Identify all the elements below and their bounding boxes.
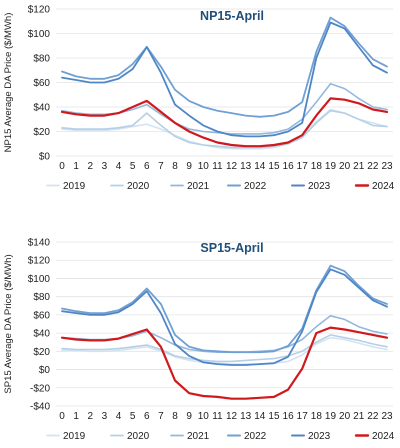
series-line-2024 [60, 326, 389, 400]
x-tick-label: 2 [87, 161, 93, 172]
chart-title: SP15-April [200, 241, 263, 255]
legend-label: 2024 [372, 181, 395, 192]
legend-label: 2023 [308, 181, 331, 192]
y-tick-label: $100 [28, 274, 51, 285]
y-tick-label: $0 [39, 152, 51, 163]
x-tick-label: 1 [73, 411, 79, 422]
x-tick-label: 17 [297, 411, 309, 422]
y-axis-label: NP15 Average DA Price ($/MWh) [3, 13, 14, 153]
legend-label: 2024 [372, 431, 395, 442]
legend-label: 2019 [63, 431, 86, 442]
x-tick-label: 11 [212, 411, 223, 422]
x-tick-label: 7 [158, 411, 164, 422]
x-tick-label: 19 [325, 411, 337, 422]
y-tick-label: -$40 [30, 402, 50, 413]
x-tick-label: 11 [212, 161, 223, 172]
x-tick-label: 23 [381, 411, 393, 422]
legend-label: 2021 [187, 181, 210, 192]
x-tick-label: 21 [353, 161, 365, 172]
series-line-2019 [61, 108, 388, 150]
y-tick-label: $140 [28, 238, 51, 249]
x-tick-label: 18 [311, 411, 323, 422]
y-tick-label: $60 [33, 310, 50, 321]
x-tick-label: 21 [353, 411, 365, 422]
y-tick-label: $100 [28, 29, 51, 40]
x-tick-label: 22 [367, 161, 379, 172]
y-tick-label: $80 [33, 54, 50, 65]
x-tick-label: 5 [130, 411, 136, 422]
y-tick-label: $120 [28, 256, 51, 267]
series-line-2023 [61, 21, 388, 138]
x-tick-label: 1 [73, 161, 79, 172]
series-line-2022 [61, 16, 388, 118]
x-tick-label: 15 [268, 411, 280, 422]
y-tick-label: $20 [33, 127, 50, 138]
x-tick-label: 3 [102, 411, 108, 422]
legend-label: 2022 [244, 181, 267, 192]
y-tick-label: $80 [33, 292, 50, 303]
x-tick-label: 7 [158, 161, 164, 172]
y-tick-label: $120 [28, 5, 51, 16]
x-tick-label: 16 [283, 161, 295, 172]
y-tick-label: $40 [33, 329, 50, 340]
x-tick-label: 15 [268, 161, 280, 172]
x-tick-label: 14 [254, 161, 266, 172]
x-tick-label: 17 [297, 161, 309, 172]
x-tick-label: 8 [172, 161, 178, 172]
series-line-2022 [61, 264, 388, 354]
x-tick-label: 10 [198, 411, 210, 422]
y-tick-label: $60 [33, 78, 50, 89]
x-tick-label: 14 [254, 411, 266, 422]
x-tick-label: 0 [59, 161, 65, 172]
x-tick-label: 9 [186, 161, 192, 172]
y-tick-label: $40 [33, 103, 50, 114]
x-tick-label: 10 [198, 161, 210, 172]
y-axis-label: SP15 Average DA Price ($/MWh) [3, 254, 14, 393]
x-tick-label: 20 [339, 411, 351, 422]
series-line-2024 [60, 97, 389, 148]
x-tick-label: 6 [144, 161, 150, 172]
x-tick-label: 23 [381, 161, 393, 172]
x-tick-label: 0 [59, 411, 65, 422]
x-tick-label: 12 [226, 411, 238, 422]
x-tick-label: 13 [240, 161, 252, 172]
x-tick-label: 16 [283, 411, 295, 422]
x-tick-label: 12 [226, 161, 238, 172]
legend-label: 2020 [127, 431, 150, 442]
x-tick-label: 3 [102, 161, 108, 172]
chart-title: NP15-April [200, 9, 264, 23]
x-tick-label: 6 [144, 411, 150, 422]
legend-label: 2021 [187, 431, 210, 442]
series-line-2023 [61, 268, 388, 366]
series-line-2020 [61, 334, 388, 363]
legend-label: 2022 [244, 431, 267, 442]
legend-label: 2019 [63, 181, 86, 192]
x-tick-label: 8 [172, 411, 178, 422]
x-tick-label: 18 [311, 161, 323, 172]
x-tick-label: 19 [325, 161, 337, 172]
x-tick-label: 13 [240, 411, 252, 422]
x-tick-label: 5 [130, 161, 136, 172]
y-tick-label: $20 [33, 347, 50, 358]
series-line-2021 [61, 315, 388, 353]
legend-label: 2020 [127, 181, 150, 192]
y-tick-label: $0 [39, 365, 51, 376]
series-line-2021 [61, 82, 388, 135]
series-line-2020 [61, 109, 388, 149]
legend-label: 2023 [308, 431, 331, 442]
x-tick-label: 4 [116, 161, 122, 172]
x-tick-label: 2 [87, 411, 93, 422]
x-tick-label: 20 [339, 161, 351, 172]
x-tick-label: 4 [116, 411, 122, 422]
x-tick-label: 9 [186, 411, 192, 422]
y-tick-label: -$20 [30, 383, 50, 394]
x-tick-label: 22 [367, 411, 379, 422]
